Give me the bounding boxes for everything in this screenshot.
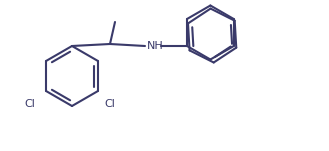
Text: NH: NH <box>147 41 164 51</box>
Text: Cl: Cl <box>24 99 35 109</box>
Text: Cl: Cl <box>104 99 115 109</box>
